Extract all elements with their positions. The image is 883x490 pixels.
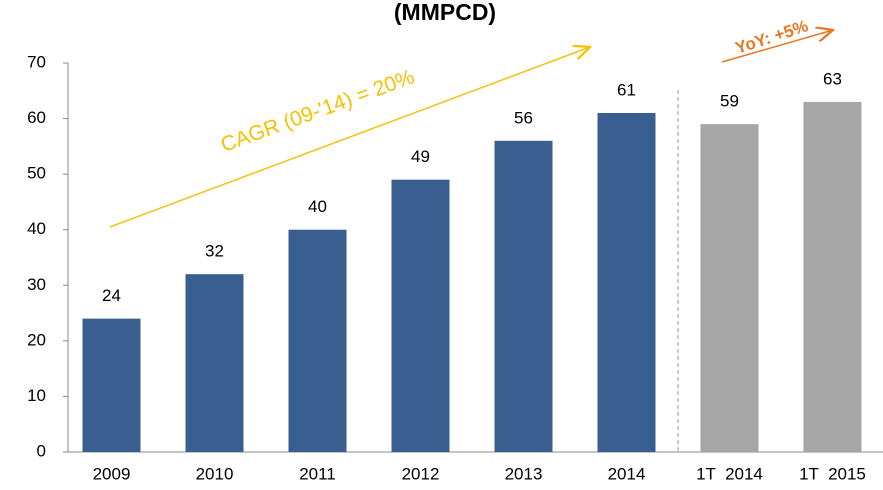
value-label: 63	[823, 69, 842, 88]
x-tick-label: 2014	[608, 464, 646, 483]
x-tick-label: 2009	[93, 464, 131, 483]
x-tick-label: 2013	[505, 464, 543, 483]
y-tick-label: 20	[27, 330, 46, 349]
y-tick-label: 50	[27, 164, 46, 183]
value-label: 32	[205, 242, 224, 261]
x-tick-label: 2012	[402, 464, 440, 483]
x-tick-label: 1T 2015	[799, 464, 866, 483]
bar	[391, 179, 450, 452]
cagr-arrow	[109, 47, 590, 228]
y-tick-label: 30	[27, 275, 46, 294]
bar	[185, 274, 244, 452]
value-label: 59	[720, 92, 739, 111]
y-tick-label: 60	[27, 108, 46, 127]
bar	[803, 101, 862, 453]
yoy-annotation: YoY: +5%	[733, 16, 811, 57]
y-tick-label: 10	[27, 386, 46, 405]
y-tick-label: 40	[27, 219, 46, 238]
bar	[597, 113, 656, 452]
bar	[82, 318, 141, 452]
bar	[494, 140, 553, 453]
y-tick-label: 0	[37, 441, 46, 460]
x-tick-label: 2010	[196, 464, 234, 483]
yoy-arrow	[721, 30, 833, 63]
x-tick-label: 2011	[299, 464, 336, 483]
cagr-annotation: CAGR (09-'14) = 20%	[218, 65, 418, 156]
bar	[288, 229, 347, 452]
bar	[700, 124, 759, 452]
chart-title: (MMPCD)	[394, 0, 496, 25]
value-label: 49	[411, 147, 430, 166]
x-tick-label: 1T 2014	[696, 464, 763, 483]
value-label: 61	[617, 80, 636, 99]
value-label: 56	[514, 108, 533, 127]
y-tick-label: 70	[27, 52, 46, 71]
value-label: 24	[102, 286, 121, 305]
value-label: 40	[308, 197, 327, 216]
